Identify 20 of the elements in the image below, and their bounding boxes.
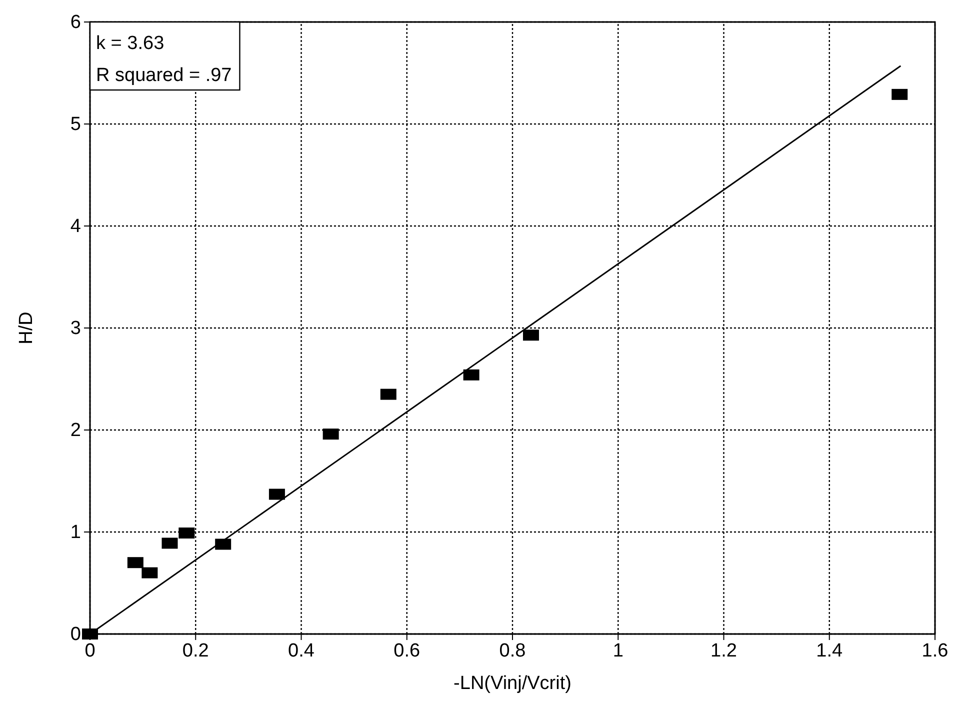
y-axis-title: H/D [16, 312, 37, 344]
x-tick-label: 1 [612, 640, 624, 662]
y-tick-label: 2 [70, 420, 81, 442]
x-tick-label: 0.8 [499, 640, 526, 662]
y-tick-label: 1 [70, 522, 81, 544]
y-tick-label: 4 [70, 216, 82, 238]
x-tick-label: 0.2 [182, 640, 209, 662]
x-tick-label: 1.2 [710, 640, 737, 662]
x-tick-label: 0.4 [288, 640, 315, 662]
annotation: k = 3.63 [96, 33, 164, 54]
x-tick-label: 1.4 [816, 640, 844, 662]
y-tick-label: 6 [70, 12, 81, 34]
x-axis-title: -LN(Vinj/Vcrit) [454, 673, 572, 694]
y-tick-label: 3 [70, 318, 81, 340]
y-tick-label: 5 [70, 114, 81, 136]
x-tick-label: 1.6 [922, 640, 948, 662]
annotation: R squared = .97 [96, 65, 232, 86]
x-tick-label: 0.6 [394, 640, 420, 662]
x-tick-label: 0 [84, 640, 96, 662]
y-tick-label: 0 [70, 624, 81, 646]
